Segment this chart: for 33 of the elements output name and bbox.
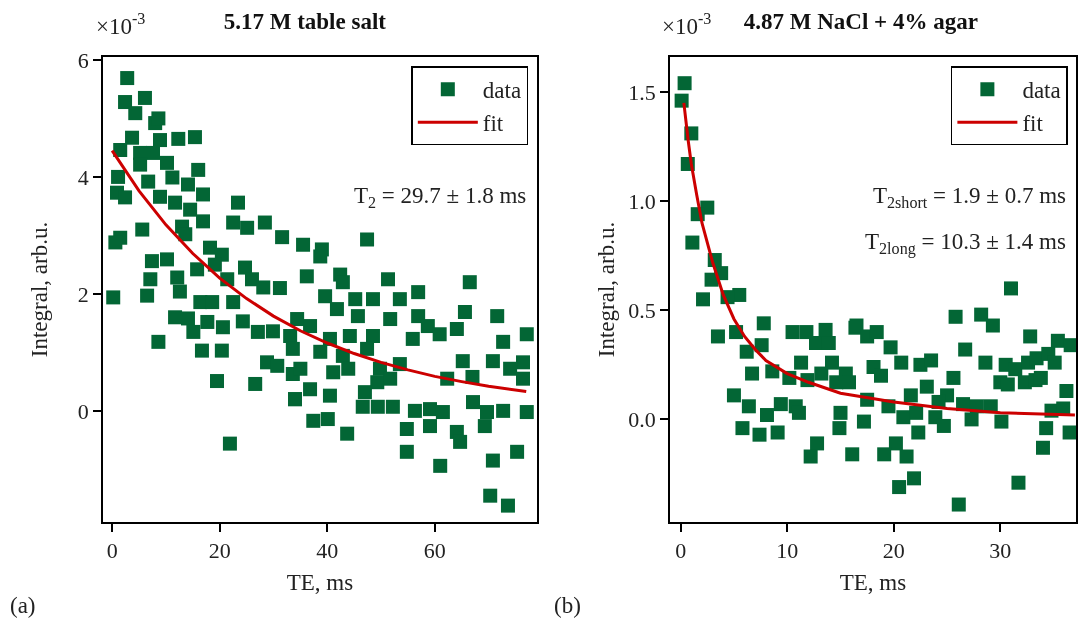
y-tick-label: 6: [77, 47, 89, 73]
x-tick-label: 0: [675, 538, 687, 564]
text: ×10$^{-3}$: [96, 10, 146, 39]
chart-title: 5.17 M table salt: [223, 8, 387, 34]
text: ×10$^{-3}$: [662, 10, 712, 39]
y-tick-label: 2: [77, 281, 89, 307]
text: (b): [554, 593, 581, 618]
text: (a): [10, 593, 36, 618]
y-tick-label: 4: [77, 164, 89, 190]
y-axis-title: Integral, arb.u.: [26, 221, 52, 358]
legend-label: data: [482, 78, 522, 104]
x-tick-label: 60: [423, 538, 446, 564]
legend-label: fit: [1022, 111, 1044, 137]
chart-title: 4.87 M NaCl + 4% agar: [743, 8, 978, 34]
x-tick-label: 20: [208, 538, 231, 564]
legend-label: fit: [482, 111, 504, 137]
x-tick-label: 40: [316, 538, 339, 564]
legend-label: data: [1022, 78, 1061, 104]
annotation: T$_{2long}$ = 10.3 ± 1.4 ms: [865, 229, 1066, 258]
x-axis-title: TE, ms: [839, 570, 907, 596]
y-tick-label: 0.5: [628, 297, 656, 323]
x-tick-label: 0: [106, 538, 118, 564]
y-tick-label: 1.5: [628, 79, 656, 105]
x-tick-label: 20: [882, 538, 905, 564]
annotation: T$_{2}$ = 29.7 ± 1.8 ms: [354, 183, 527, 211]
y-axis-title: Integral, arb.u.: [593, 221, 619, 358]
y-tick-label: 0.0: [628, 407, 656, 433]
x-axis-title: TE, ms: [286, 570, 354, 596]
x-tick-label: 30: [989, 538, 1012, 564]
annotation: T$_{2short}$ = 1.9 ± 0.7 ms: [873, 183, 1067, 211]
y-tick-label: 1.0: [628, 188, 656, 214]
x-tick-label: 10: [776, 538, 799, 564]
y-tick-label: 0: [77, 398, 89, 424]
